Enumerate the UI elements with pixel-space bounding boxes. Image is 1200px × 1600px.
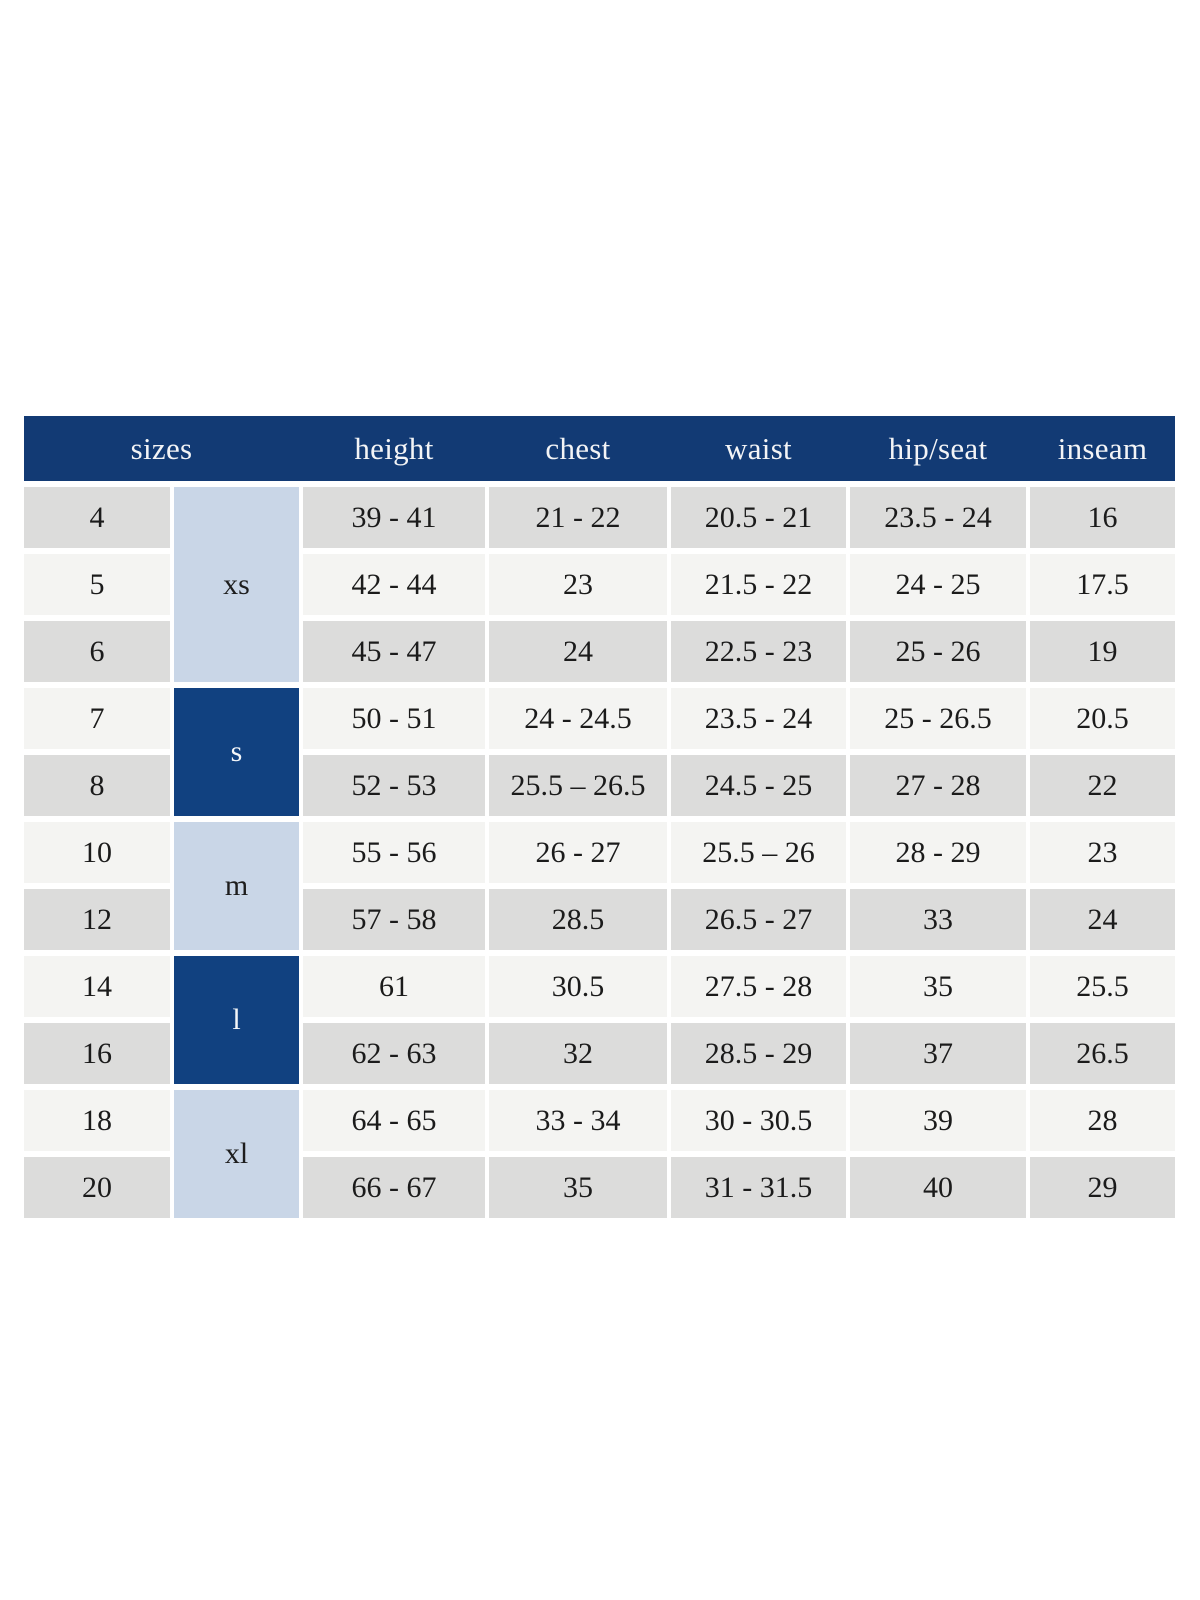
cell-waist: 23.5 - 24	[671, 688, 846, 749]
cell-size: 14	[24, 956, 170, 1017]
cell-hip-seat: 25 - 26	[850, 621, 1026, 682]
cell-hip-seat: 23.5 - 24	[850, 487, 1026, 548]
cell-inseam: 23	[1030, 822, 1175, 883]
cell-chest: 32	[489, 1023, 667, 1084]
cell-chest: 24	[489, 621, 667, 682]
cell-chest: 23	[489, 554, 667, 615]
cell-waist: 22.5 - 23	[671, 621, 846, 682]
size-group-cell-m: m	[174, 822, 299, 950]
cell-inseam: 28	[1030, 1090, 1175, 1151]
cell-hip-seat: 33	[850, 889, 1026, 950]
cell-height: 39 - 41	[303, 487, 485, 548]
cell-chest: 35	[489, 1157, 667, 1218]
cell-hip-seat: 28 - 29	[850, 822, 1026, 883]
cell-inseam: 19	[1030, 621, 1175, 682]
cell-chest: 33 - 34	[489, 1090, 667, 1151]
cell-chest: 26 - 27	[489, 822, 667, 883]
cell-waist: 26.5 - 27	[671, 889, 846, 950]
cell-waist: 20.5 - 21	[671, 487, 846, 548]
cell-size: 4	[24, 487, 170, 548]
cell-size: 12	[24, 889, 170, 950]
cell-size: 10	[24, 822, 170, 883]
header-cell-waist: waist	[725, 430, 792, 466]
cell-waist: 24.5 - 25	[671, 755, 846, 816]
cell-inseam: 24	[1030, 889, 1175, 950]
cell-inseam: 26.5	[1030, 1023, 1175, 1084]
cell-height: 66 - 67	[303, 1157, 485, 1218]
cell-hip-seat: 35	[850, 956, 1026, 1017]
cell-waist: 30 - 30.5	[671, 1090, 846, 1151]
size-chart-table: sizes height chest waist hip/seat inseam…	[24, 416, 1175, 1218]
cell-height: 55 - 56	[303, 822, 485, 883]
header-cell-height: height	[354, 430, 434, 466]
header-cell-chest: chest	[545, 430, 611, 466]
cell-inseam: 29	[1030, 1157, 1175, 1218]
cell-hip-seat: 39	[850, 1090, 1026, 1151]
cell-waist: 31 - 31.5	[671, 1157, 846, 1218]
cell-size: 6	[24, 621, 170, 682]
cell-size: 20	[24, 1157, 170, 1218]
cell-hip-seat: 25 - 26.5	[850, 688, 1026, 749]
cell-waist: 25.5 – 26	[671, 822, 846, 883]
cell-hip-seat: 24 - 25	[850, 554, 1026, 615]
cell-size: 5	[24, 554, 170, 615]
cell-height: 64 - 65	[303, 1090, 485, 1151]
cell-height: 42 - 44	[303, 554, 485, 615]
cell-size: 8	[24, 755, 170, 816]
header-cell-sizes: sizes	[130, 430, 193, 466]
cell-hip-seat: 37	[850, 1023, 1026, 1084]
cell-chest: 25.5 – 26.5	[489, 755, 667, 816]
cell-hip-seat: 40	[850, 1157, 1026, 1218]
cell-chest: 30.5	[489, 956, 667, 1017]
cell-chest: 21 - 22	[489, 487, 667, 548]
cell-inseam: 22	[1030, 755, 1175, 816]
size-group-cell-s: s	[174, 688, 299, 816]
cell-size: 7	[24, 688, 170, 749]
cell-height: 57 - 58	[303, 889, 485, 950]
cell-inseam: 17.5	[1030, 554, 1175, 615]
size-group-cell-l: l	[174, 956, 299, 1084]
cell-inseam: 16	[1030, 487, 1175, 548]
cell-height: 52 - 53	[303, 755, 485, 816]
cell-chest: 28.5	[489, 889, 667, 950]
cell-waist: 21.5 - 22	[671, 554, 846, 615]
cell-height: 61	[303, 956, 485, 1017]
cell-height: 50 - 51	[303, 688, 485, 749]
cell-inseam: 25.5	[1030, 956, 1175, 1017]
size-group-cell-xs: xs	[174, 487, 299, 682]
cell-hip-seat: 27 - 28	[850, 755, 1026, 816]
cell-height: 45 - 47	[303, 621, 485, 682]
cell-size: 18	[24, 1090, 170, 1151]
cell-height: 62 - 63	[303, 1023, 485, 1084]
cell-waist: 28.5 - 29	[671, 1023, 846, 1084]
header-cell-hip-seat: hip/seat	[888, 430, 988, 466]
table-header-bar	[24, 416, 1175, 481]
cell-inseam: 20.5	[1030, 688, 1175, 749]
header-cell-inseam: inseam	[1057, 430, 1148, 466]
cell-chest: 24 - 24.5	[489, 688, 667, 749]
cell-size: 16	[24, 1023, 170, 1084]
cell-waist: 27.5 - 28	[671, 956, 846, 1017]
size-group-cell-xl: xl	[174, 1090, 299, 1218]
